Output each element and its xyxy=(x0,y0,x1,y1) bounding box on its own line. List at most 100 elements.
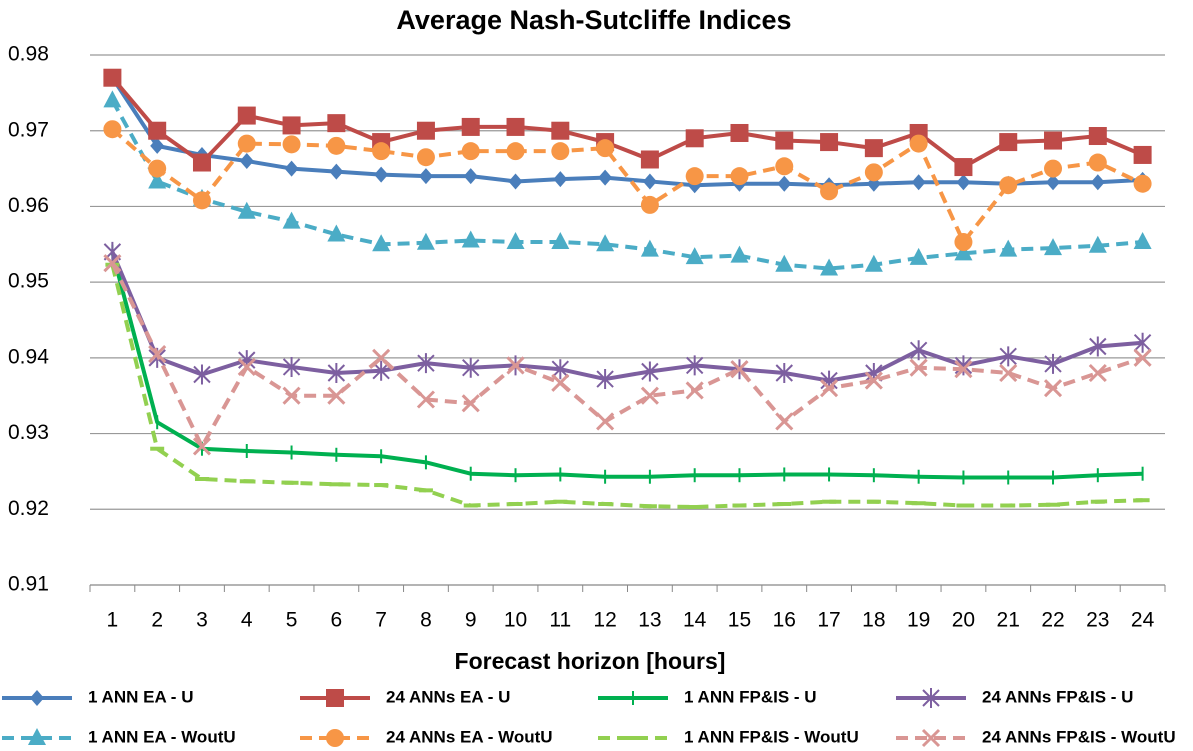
x-tick-label: 23 xyxy=(1086,609,1109,632)
point xyxy=(463,168,478,185)
point xyxy=(999,363,1018,383)
point xyxy=(640,195,659,214)
point xyxy=(506,142,525,161)
point xyxy=(461,394,480,413)
y-tick-label: 0.93 xyxy=(8,421,49,444)
point xyxy=(103,254,122,273)
x-tick-label: 13 xyxy=(638,609,661,632)
point xyxy=(551,232,570,250)
point xyxy=(551,121,570,140)
point xyxy=(820,133,839,152)
point xyxy=(641,361,659,382)
point xyxy=(506,117,525,136)
point xyxy=(1133,348,1152,367)
point xyxy=(192,191,211,210)
point xyxy=(954,233,973,252)
point xyxy=(685,381,704,400)
x-tick-label: 6 xyxy=(331,609,343,632)
point xyxy=(820,258,839,276)
point xyxy=(284,160,299,177)
x-tick-label: 14 xyxy=(683,609,707,632)
point xyxy=(282,356,301,377)
y-tick-label: 0.91 xyxy=(8,573,49,596)
legend-label: 24 ANNs FP&IS - WoutU xyxy=(982,727,1176,746)
point xyxy=(777,175,792,192)
point xyxy=(730,167,749,186)
point xyxy=(1046,174,1061,191)
legend-label: 1 ANN EA - WoutU xyxy=(88,727,236,746)
x-tick-label: 24 xyxy=(1131,609,1155,632)
x-tick-label: 18 xyxy=(862,609,885,632)
point xyxy=(596,369,614,390)
point xyxy=(864,163,883,182)
series-line xyxy=(110,251,1143,383)
point xyxy=(551,142,570,161)
point xyxy=(1133,232,1152,250)
y-tick-label: 0.96 xyxy=(8,194,49,217)
point xyxy=(192,153,211,172)
point xyxy=(999,176,1018,195)
point xyxy=(598,169,613,186)
point xyxy=(103,90,122,108)
point xyxy=(999,133,1018,152)
point xyxy=(909,247,928,265)
point xyxy=(103,120,122,139)
point xyxy=(327,114,346,133)
point xyxy=(954,158,973,177)
point xyxy=(640,386,659,405)
point xyxy=(775,254,794,272)
point xyxy=(864,254,883,272)
point xyxy=(417,353,435,374)
point xyxy=(864,371,883,390)
point xyxy=(1090,174,1105,191)
point xyxy=(103,68,122,87)
point xyxy=(1133,332,1152,353)
point xyxy=(642,173,657,190)
point xyxy=(909,358,928,377)
point xyxy=(956,174,971,191)
legend-label: 1 ANN FP&IS - U xyxy=(684,687,817,706)
x-tick-label: 11 xyxy=(549,609,571,632)
series-line xyxy=(110,76,1144,170)
point xyxy=(372,348,391,367)
x-tick-label: 19 xyxy=(907,609,930,632)
point xyxy=(1088,235,1107,253)
x-tick-label: 21 xyxy=(997,609,1020,632)
x-tick-label: 2 xyxy=(151,609,163,632)
point xyxy=(730,123,749,142)
point xyxy=(1088,127,1107,146)
point xyxy=(954,360,973,379)
point xyxy=(237,357,256,377)
point xyxy=(327,224,346,242)
point xyxy=(909,134,928,153)
point xyxy=(282,135,301,154)
point xyxy=(775,412,794,431)
legend-marker xyxy=(921,728,941,748)
point xyxy=(508,173,523,190)
point xyxy=(1044,131,1063,150)
point xyxy=(416,148,435,167)
point xyxy=(461,117,480,136)
point xyxy=(596,412,615,431)
x-axis-title: Forecast horizon [hours] xyxy=(455,648,726,674)
point xyxy=(911,174,926,191)
point xyxy=(909,340,928,361)
point xyxy=(506,232,525,250)
point xyxy=(551,359,570,380)
point xyxy=(416,121,435,140)
point xyxy=(553,171,568,188)
x-tick-label: 7 xyxy=(375,609,387,632)
series-line xyxy=(111,127,1144,245)
point xyxy=(239,153,254,169)
point xyxy=(596,139,615,158)
point xyxy=(1088,153,1107,172)
point xyxy=(327,363,346,383)
point xyxy=(999,239,1018,257)
point xyxy=(461,142,480,161)
point xyxy=(416,232,435,250)
point xyxy=(775,363,793,383)
point xyxy=(775,131,794,150)
point xyxy=(1043,379,1063,398)
point xyxy=(148,345,167,364)
